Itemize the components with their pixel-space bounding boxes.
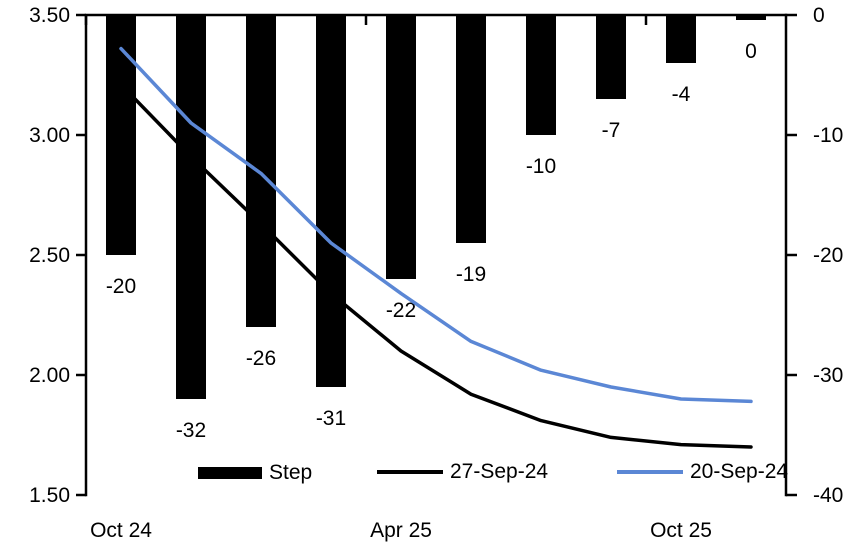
black-line-swatch	[377, 470, 443, 474]
bar-value-label: -20	[106, 275, 136, 298]
right-axis-tick-label: -10	[813, 124, 843, 147]
legend-label-20-sep-24: 20-Sep-24	[690, 460, 789, 483]
bar-value-label: -4	[672, 83, 691, 106]
step-bar	[736, 15, 766, 20]
right-axis-tick-label: -40	[813, 484, 843, 507]
step-bar	[316, 15, 346, 387]
bar-value-label: -32	[176, 419, 206, 442]
legend-label-step: Step	[269, 461, 313, 484]
bar-value-label: -10	[526, 155, 556, 178]
bar-value-label: 0	[745, 40, 757, 63]
bar-value-label: -22	[386, 299, 416, 322]
left-axis-tick-label: 2.50	[29, 244, 70, 267]
bar-value-label: -31	[316, 407, 346, 430]
step-bar	[176, 15, 206, 399]
legend-label-27-sep-24: 27-Sep-24	[450, 460, 549, 483]
legend-item-step: Step	[198, 461, 312, 485]
right-axis-tick-label: 0	[813, 4, 825, 27]
step-bar	[456, 15, 486, 243]
left-axis-tick-label: 1.50	[29, 484, 70, 507]
step-bar	[596, 15, 626, 99]
bar-value-label: -26	[246, 347, 276, 370]
series-line-27-sep-24	[119, 82, 753, 449]
legend-item-27-sep-24: 27-Sep-24	[377, 460, 548, 484]
left-axis-tick-label: 3.00	[29, 124, 70, 147]
x-axis-label: Apr 25	[370, 519, 432, 542]
step-bar	[386, 15, 416, 279]
step-bar	[526, 15, 556, 135]
step-bar	[666, 15, 696, 63]
series-line-20-sep-24	[119, 46, 753, 404]
x-axis-label: Oct 25	[650, 519, 712, 542]
bar-value-label: -7	[602, 119, 621, 142]
x-axis-label: Oct 24	[90, 519, 152, 542]
left-axis-tick-label: 3.50	[29, 4, 70, 27]
step-bar	[246, 15, 276, 327]
left-axis-tick-label: 2.00	[29, 364, 70, 387]
legend-item-20-sep-24: 20-Sep-24	[617, 460, 788, 484]
step-bar	[106, 15, 136, 255]
right-axis-tick-label: -20	[813, 244, 843, 267]
step-bar-swatch	[198, 467, 262, 479]
right-axis-tick-label: -30	[813, 364, 843, 387]
bar-value-label: -19	[456, 263, 486, 286]
blue-line-swatch	[617, 470, 683, 474]
